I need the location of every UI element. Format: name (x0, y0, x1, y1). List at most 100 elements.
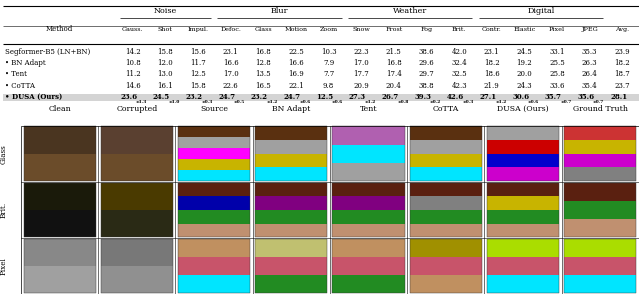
Bar (21, 126, 639, 294)
Bar (178, 127, 250, 138)
Bar (255, 127, 327, 181)
Text: 17.0: 17.0 (353, 59, 369, 67)
Bar (487, 168, 559, 181)
Text: • BN Adapt: • BN Adapt (5, 59, 45, 67)
Text: Segformer-B5 (LN+BN): Segformer-B5 (LN+BN) (5, 48, 90, 56)
Bar (564, 219, 636, 237)
Text: Defoc.: Defoc. (220, 27, 241, 32)
Text: 32.5: 32.5 (451, 70, 467, 78)
Text: 14.6: 14.6 (125, 82, 141, 90)
Bar (100, 266, 173, 293)
Text: ±1.2: ±1.2 (364, 100, 376, 105)
Bar (564, 183, 636, 201)
Bar (3, 94, 639, 104)
Bar (100, 183, 173, 237)
Bar (100, 154, 173, 181)
Bar (255, 257, 327, 275)
Bar (410, 239, 482, 293)
Text: 17.0: 17.0 (223, 70, 239, 78)
Bar (410, 275, 482, 293)
Text: Frost: Frost (385, 27, 403, 32)
Bar (410, 127, 482, 140)
Bar (487, 127, 559, 181)
Text: • Tent: • Tent (5, 70, 27, 78)
Text: 17.4: 17.4 (386, 70, 402, 78)
Text: 24.5: 24.5 (153, 93, 170, 101)
Bar (255, 196, 327, 210)
Bar (410, 154, 482, 168)
Text: 15.6: 15.6 (190, 48, 206, 56)
Text: Pixel: Pixel (0, 257, 8, 275)
Bar (24, 239, 95, 293)
Text: DUSA (Ours): DUSA (Ours) (497, 105, 548, 113)
Bar (255, 183, 327, 237)
Bar (178, 138, 250, 148)
Bar (487, 275, 559, 293)
Bar (332, 196, 404, 210)
Text: 26.3: 26.3 (582, 59, 598, 67)
Text: Fog: Fog (420, 27, 433, 32)
Bar (178, 196, 250, 210)
Text: 29.7: 29.7 (419, 70, 435, 78)
Bar (255, 183, 327, 196)
Text: 13.0: 13.0 (157, 70, 173, 78)
Text: 26.7: 26.7 (381, 93, 399, 101)
Text: 35.4: 35.4 (582, 82, 598, 90)
Text: 21.5: 21.5 (386, 48, 402, 56)
Text: Shot: Shot (158, 27, 173, 32)
Bar (178, 127, 250, 181)
Bar (178, 210, 250, 224)
Text: 27.1: 27.1 (479, 93, 497, 101)
Bar (332, 275, 404, 293)
Text: ±1.3: ±1.3 (136, 100, 147, 105)
Bar (332, 127, 404, 181)
Text: 38.8: 38.8 (419, 82, 435, 90)
Bar (178, 170, 250, 181)
Text: 23.2: 23.2 (251, 93, 268, 101)
Bar (255, 239, 327, 293)
Text: ±0.7: ±0.7 (593, 100, 604, 105)
Text: 18.2: 18.2 (484, 59, 500, 67)
Bar (410, 257, 482, 275)
Text: 29.6: 29.6 (419, 59, 435, 67)
Bar (255, 275, 327, 293)
Text: Tent: Tent (360, 105, 377, 113)
Text: 18.2: 18.2 (614, 59, 630, 67)
Text: 18.7: 18.7 (614, 70, 630, 78)
Text: 35.7: 35.7 (545, 93, 562, 101)
Text: Snow: Snow (352, 27, 370, 32)
Text: ±0.8: ±0.8 (397, 100, 408, 105)
Bar (410, 196, 482, 210)
Text: JPEG: JPEG (581, 27, 598, 32)
Bar (410, 140, 482, 154)
Text: 22.6: 22.6 (223, 82, 239, 90)
Text: 21.9: 21.9 (484, 82, 500, 90)
Bar (410, 168, 482, 181)
Text: ±0.3: ±0.3 (201, 100, 212, 105)
Text: 12.0: 12.0 (157, 59, 173, 67)
Bar (410, 183, 482, 237)
Bar (564, 275, 636, 293)
Bar (487, 127, 559, 140)
Text: Avg.: Avg. (615, 27, 630, 32)
Text: 11.2: 11.2 (125, 70, 141, 78)
Text: 15.8: 15.8 (157, 48, 173, 56)
Bar (487, 257, 559, 275)
Bar (410, 183, 482, 196)
Text: • CoTTA: • CoTTA (5, 82, 35, 90)
Text: Zoom: Zoom (319, 27, 338, 32)
Text: 9.8: 9.8 (323, 82, 334, 90)
Text: 20.0: 20.0 (516, 70, 532, 78)
Bar (100, 127, 173, 154)
Text: • DUSA (Ours): • DUSA (Ours) (5, 93, 62, 101)
Text: ±1.0: ±1.0 (168, 100, 180, 105)
Bar (487, 210, 559, 224)
Bar (255, 127, 327, 140)
Bar (178, 224, 250, 237)
Bar (178, 239, 250, 257)
Text: 33.1: 33.1 (549, 48, 565, 56)
Bar (487, 239, 559, 257)
Bar (24, 154, 95, 181)
Text: 16.8: 16.8 (255, 48, 271, 56)
Text: Brit.: Brit. (452, 27, 467, 32)
